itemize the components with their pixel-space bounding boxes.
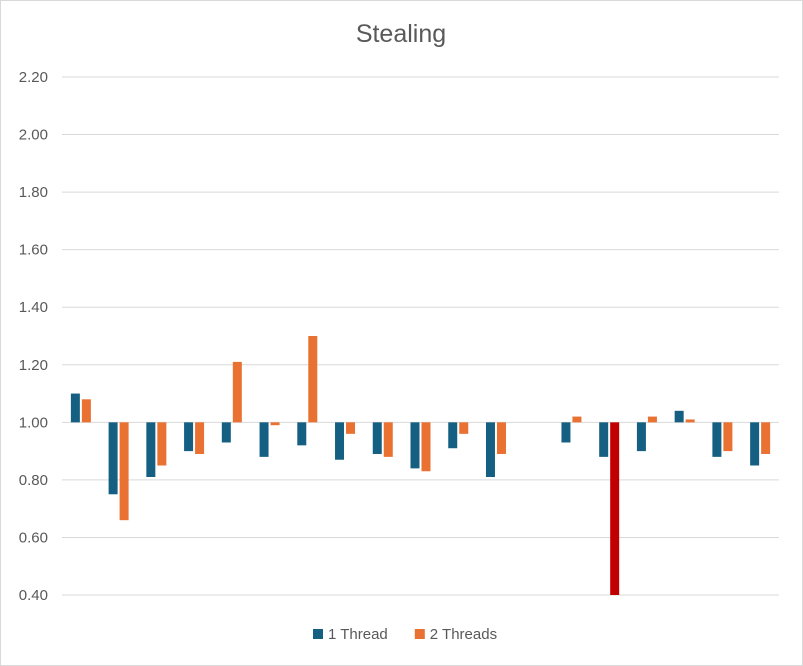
bar [146,422,156,478]
bar [610,422,620,595]
legend-swatch [313,629,323,639]
bar [485,422,495,478]
bar [685,419,695,423]
bar [561,422,571,443]
chart-title: Stealing [356,20,446,48]
bar [335,422,345,460]
bar [221,422,231,443]
bar [496,422,506,454]
bar [119,422,129,521]
bar [647,416,657,423]
y-tick-label: 0.60 [19,529,48,546]
y-tick-label: 2.00 [19,127,48,144]
y-tick-label: 1.60 [19,242,48,259]
bar [297,422,307,446]
y-axis-ticks: 0.40 0.60 0.80 1.00 1.20 1.40 1.60 1.80 2.00 2.20 [19,69,48,604]
bar [712,422,722,457]
bars [70,336,771,595]
bar [761,422,771,454]
y-tick-label: 0.80 [19,472,48,489]
y-tick-label: 0.40 [19,587,48,604]
legend-label: 2 Threads [430,626,497,643]
bar [232,361,242,423]
bar [270,422,280,426]
bar [157,422,167,466]
y-tick-label: 2.20 [19,69,48,86]
y-tick-label: 1.20 [19,357,48,374]
bar [750,422,760,466]
legend-swatch [414,629,425,639]
bar [184,422,194,452]
bar [572,416,582,423]
bar [674,410,684,423]
legend-label: 1 Thread [328,626,388,643]
y-tick-label: 1.80 [19,184,48,201]
gridlines [62,76,779,596]
bar [108,422,118,495]
bar [308,336,318,423]
bar [448,422,458,449]
bar [459,422,469,434]
bar [410,422,420,469]
bar [372,422,382,454]
bar [195,422,205,454]
y-tick-label: 1.00 [19,414,48,431]
bar [599,422,609,457]
bar [383,422,393,457]
bar [421,422,431,472]
bar [636,422,646,452]
bar [81,399,91,423]
bar [346,422,356,434]
bar [723,422,733,452]
legend: 1 Thread 2 Threads [313,626,497,643]
y-tick-label: 1.40 [19,299,48,316]
bar [70,393,80,423]
bar [259,422,269,457]
